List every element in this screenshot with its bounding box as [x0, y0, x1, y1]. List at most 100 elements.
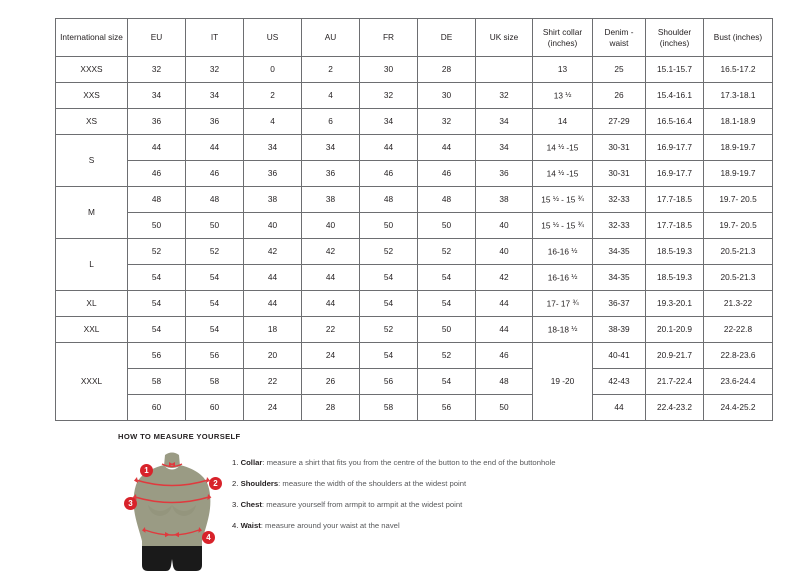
cell-bust: 20.5-21.3: [703, 264, 773, 291]
cell-fr: 56: [359, 368, 418, 395]
measure-step-2: 2. Shoulders: measure the width of the s…: [232, 478, 778, 488]
cell-eu: 60: [127, 394, 186, 421]
cell-us: 42: [243, 238, 302, 265]
torso-illustration: 1 2 3 4: [118, 447, 226, 573]
cell-uk-size: 46: [475, 342, 533, 369]
cell-fr: 44: [359, 134, 418, 161]
cell-shoulder: 17.7-18.5: [645, 212, 704, 239]
cell-it: 58: [185, 368, 244, 395]
column-header-international-size: International size: [55, 18, 128, 57]
marker-badge-2: 2: [209, 477, 222, 490]
cell-international-size: XS: [55, 108, 128, 135]
marker-badge-3: 3: [124, 497, 137, 510]
column-header-shirt-collar: Shirt collar (inches): [532, 18, 593, 57]
cell-eu: 54: [127, 290, 186, 317]
cell-us: 44: [243, 264, 302, 291]
step-label: Shoulders: [240, 478, 279, 488]
cell-shoulder: 15.4-16.1: [645, 82, 704, 109]
table-header: International size EU IT US AU FR DE UK …: [55, 18, 773, 57]
cell-denim-waist: 40-41: [592, 342, 646, 369]
cell-us: 20: [243, 342, 302, 369]
table-row: XXL 54 54 18 22 52 50 44 18-18 ½ 38-39 20.1-20.9 22…: [55, 316, 773, 343]
cell-shirt-collar: 19 -20: [532, 342, 593, 421]
cell-de: 50: [417, 316, 476, 343]
cell-fr: 30: [359, 56, 418, 83]
cell-us: 44: [243, 290, 302, 317]
cell-denim-waist: 30-31: [592, 160, 646, 187]
cell-au: 40: [301, 212, 360, 239]
marker-badge-1: 1: [140, 464, 153, 477]
column-header-bust: Bust (inches): [703, 18, 773, 57]
cell-au: 34: [301, 134, 360, 161]
cell-us: 24: [243, 394, 302, 421]
table-row: 50 50 40 40 50 50 40 15 ½ - 15 ¾ 32-33 17.7-18.5 1…: [56, 212, 773, 239]
cell-au: 44: [301, 264, 360, 291]
cell-denim-waist: 25: [592, 56, 646, 83]
cell-bust: 20.5-21.3: [703, 238, 773, 265]
size-chart-table: International size EU IT US AU FR DE UK …: [55, 18, 773, 421]
cell-denim-waist: 34-35: [592, 264, 646, 291]
cell-us: 36: [243, 160, 302, 187]
cell-fr: 46: [359, 160, 418, 187]
measure-steps-list: 1. Collar: measure a shirt that fits you…: [226, 447, 778, 543]
cell-it: 54: [185, 264, 244, 291]
cell-bust: 21.3-22: [703, 290, 773, 317]
cell-fr: 52: [359, 316, 418, 343]
cell-it: 44: [185, 134, 244, 161]
cell-shoulder: 21.7-22.4: [645, 368, 704, 395]
marker-badge-4: 4: [202, 531, 215, 544]
how-to-measure-body: 1 2 3 4 1. Collar: measure a shirt that …: [118, 447, 778, 573]
table-row: XXS 34 34 2 4 32 30 32 13 ½ 26 15.4-16.1 17.3-18.1: [55, 82, 773, 109]
cell-au: 38: [301, 186, 360, 213]
how-to-measure-section: HOW TO MEASURE YOURSELF: [118, 432, 778, 573]
step-text: : measure around your waist at the navel: [260, 520, 400, 530]
cell-international-size: XXXS: [55, 56, 128, 83]
cell-de: 46: [417, 160, 476, 187]
column-header-uk-size: UK size: [475, 18, 533, 57]
cell-uk-size: 50: [475, 394, 533, 421]
cell-us: 2: [243, 82, 302, 109]
cell-shoulder: 15.1-15.7: [645, 56, 704, 83]
cell-shirt-collar: 15 ½ - 15 ¾: [532, 212, 593, 239]
cell-shoulder: 20.9-21.7: [645, 342, 704, 369]
cell-shoulder: 16.9-17.7: [645, 134, 704, 161]
step-number: 3.: [232, 499, 241, 509]
size-chart-container: International size EU IT US AU FR DE UK …: [55, 18, 773, 421]
cell-denim-waist: 42-43: [592, 368, 646, 395]
cell-bust: 23.6-24.4: [703, 368, 773, 395]
table-body: XXXS 32 32 0 2 30 28 13 25 15.1-15.7 16.5-17.2 XXS 3…: [55, 56, 773, 421]
cell-it: 52: [185, 238, 244, 265]
cell-fr: 58: [359, 394, 418, 421]
cell-de: 50: [417, 212, 476, 239]
cell-de: 54: [417, 290, 476, 317]
cell-shoulder: 18.5-19.3: [645, 264, 704, 291]
cell-international-size: XL: [55, 290, 128, 317]
column-header-eu: EU: [127, 18, 186, 57]
measure-step-3: 3. Chest: measure yourself from armpit t…: [232, 499, 778, 509]
cell-it: 36: [185, 108, 244, 135]
cell-de: 54: [417, 264, 476, 291]
cell-us: 40: [243, 212, 302, 239]
cell-uk-size: 40: [475, 212, 533, 239]
cell-shirt-collar: 18-18 ½: [532, 316, 593, 343]
cell-de: 28: [417, 56, 476, 83]
cell-international-size: L: [55, 238, 128, 291]
cell-us: 22: [243, 368, 302, 395]
cell-it: 54: [185, 290, 244, 317]
cell-eu: 50: [127, 212, 186, 239]
table-row: 46 46 36 36 46 46 36 14 ½ -15 30-31 16.9-17.7 18.9…: [56, 160, 773, 187]
cell-denim-waist: 27-29: [592, 108, 646, 135]
cell-uk-size: 34: [475, 108, 533, 135]
cell-denim-waist: 36-37: [592, 290, 646, 317]
cell-fr: 54: [359, 264, 418, 291]
table-header-row: International size EU IT US AU FR DE UK …: [55, 18, 773, 57]
cell-international-size: M: [55, 186, 128, 239]
cell-shoulder: 17.7-18.5: [645, 186, 704, 213]
cell-de: 30: [417, 82, 476, 109]
cell-us: 4: [243, 108, 302, 135]
table-row: L 52 52 42 42 52 52 40 16-16 ½ 34-35 18.5-19.3 20.5…: [55, 238, 773, 291]
cell-uk-size: 38: [475, 186, 533, 213]
cell-uk-size: [475, 56, 533, 83]
cell-it: 46: [185, 160, 244, 187]
cell-de: 54: [417, 368, 476, 395]
